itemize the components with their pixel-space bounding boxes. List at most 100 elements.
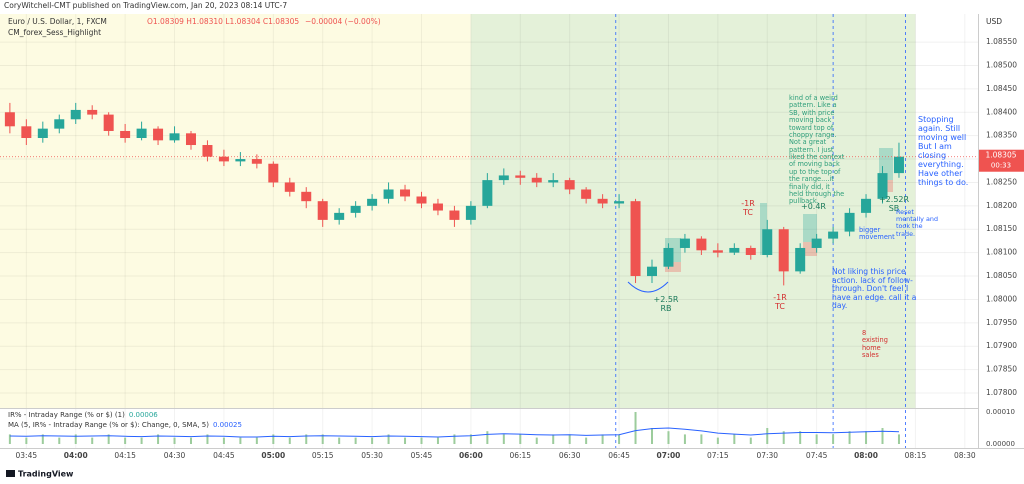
ir-bar (832, 434, 835, 444)
candle-body (844, 212, 855, 232)
candle-body (251, 159, 262, 164)
x-tick-label: 08:30 (954, 451, 976, 460)
candle-body (37, 128, 48, 139)
annotation: +2.52R SB (879, 195, 910, 213)
annotation: bigger movement (859, 226, 895, 242)
y-tick-label: 1.07800 (986, 388, 1017, 397)
ir-bar (354, 437, 357, 444)
annotation: -1R TC (773, 293, 787, 311)
candle-body (778, 229, 789, 272)
ir-bar (865, 431, 868, 444)
ir-bar (782, 431, 785, 444)
ir-bar (881, 428, 884, 444)
profit-zone (760, 203, 767, 255)
candle-body (268, 163, 279, 183)
y-tick-label: 1.08350 (986, 131, 1017, 140)
y-tick-label: 1.08200 (986, 201, 1017, 210)
x-tick-label: 03:45 (16, 451, 38, 460)
logo-icon (6, 470, 15, 477)
ir-bar (502, 434, 505, 444)
ir-bar (733, 434, 736, 444)
candle-body (185, 133, 196, 146)
y-tick-label: 1.08500 (986, 60, 1017, 69)
candle-body (235, 159, 246, 162)
candle-body (795, 247, 806, 272)
ir-bar (387, 434, 390, 444)
ir-bar (41, 434, 44, 444)
candle-body (581, 189, 592, 199)
candle-body (861, 198, 872, 213)
countdown-label: 00:33 (991, 162, 1011, 170)
annotation: Reset mentally and took the trade. (896, 208, 939, 238)
ir-legend: IR% - Intraday Range (% or $) (1) (8, 411, 125, 419)
ir-bar (568, 434, 571, 444)
indicator-name: CM_forex_Sess_Highlight (8, 28, 101, 37)
candle-body (202, 145, 213, 157)
candle-body (663, 247, 674, 267)
change: −0.00004 (−0.00%) (305, 17, 381, 26)
publisher: CoryWitchell-CMT published on TradingVie… (4, 1, 287, 10)
y-tick-label: 1.08250 (986, 177, 1017, 186)
candle-body (630, 201, 641, 277)
annotation: Stopping again. Still moving well But I … (918, 115, 969, 187)
ir-bar (716, 437, 719, 444)
last-price-label: 1.08305 (985, 151, 1016, 160)
ir-bar (486, 431, 489, 444)
x-tick-label: 07:00 (657, 451, 681, 460)
candle-body (103, 114, 114, 131)
ir-bar (321, 434, 324, 444)
ir-bar (206, 434, 209, 444)
x-tick-label: 07:15 (707, 451, 729, 460)
x-tick-label: 06:30 (559, 451, 581, 460)
x-tick-label: 06:00 (459, 451, 483, 460)
currency: USD (986, 17, 1002, 26)
ir-bar (338, 437, 341, 444)
candle-body (400, 189, 411, 197)
ir-bar (305, 434, 308, 444)
ir-bar (173, 437, 176, 444)
candle-body (383, 189, 394, 199)
ir-bar (74, 434, 77, 444)
ir-bar (91, 437, 94, 444)
ir-bar (107, 434, 110, 444)
ir-bar (683, 434, 686, 444)
footer-logo: TradingView (6, 470, 74, 479)
y-tick-label: 1.08400 (986, 107, 1017, 116)
annotation: 8 existing home sales (862, 329, 888, 360)
candle-body (301, 191, 312, 202)
x-tick-label: 08:15 (905, 451, 927, 460)
ir-bar (618, 434, 621, 444)
ir-bar (601, 434, 604, 444)
candle-body (548, 180, 559, 183)
ir-bar (8, 434, 11, 444)
candle-body (482, 180, 493, 206)
ir-bar (519, 434, 522, 444)
ir-bar (420, 437, 423, 444)
candle-body (136, 128, 147, 139)
ir-bar (25, 437, 28, 444)
y-tick-label: 1.08000 (986, 294, 1017, 303)
x-tick-label: 04:00 (64, 451, 88, 460)
profit-zone (803, 214, 817, 242)
candle-body (465, 205, 476, 220)
candle-body (893, 156, 904, 174)
session-highlight (470, 14, 916, 408)
ir-bar (272, 434, 275, 444)
y-tick-label: 1.07950 (986, 318, 1017, 327)
ir-bar (189, 437, 192, 444)
ir-bar (848, 431, 851, 444)
ir-bar (552, 434, 555, 444)
y-tick-label: 1.08550 (986, 37, 1017, 46)
symbol: Euro / U.S. Dollar, 1, FXCM (8, 17, 107, 26)
ir-bar (255, 437, 258, 444)
x-tick-label: 05:00 (261, 451, 285, 460)
candle-body (218, 156, 229, 162)
y-tick-label: 1.07900 (986, 341, 1017, 350)
candle-body (449, 210, 460, 220)
last-price-box (979, 149, 1024, 172)
candles (0, 102, 978, 444)
arc-drawing (627, 281, 669, 293)
ir-bar (799, 431, 802, 444)
candle-body (498, 175, 509, 181)
